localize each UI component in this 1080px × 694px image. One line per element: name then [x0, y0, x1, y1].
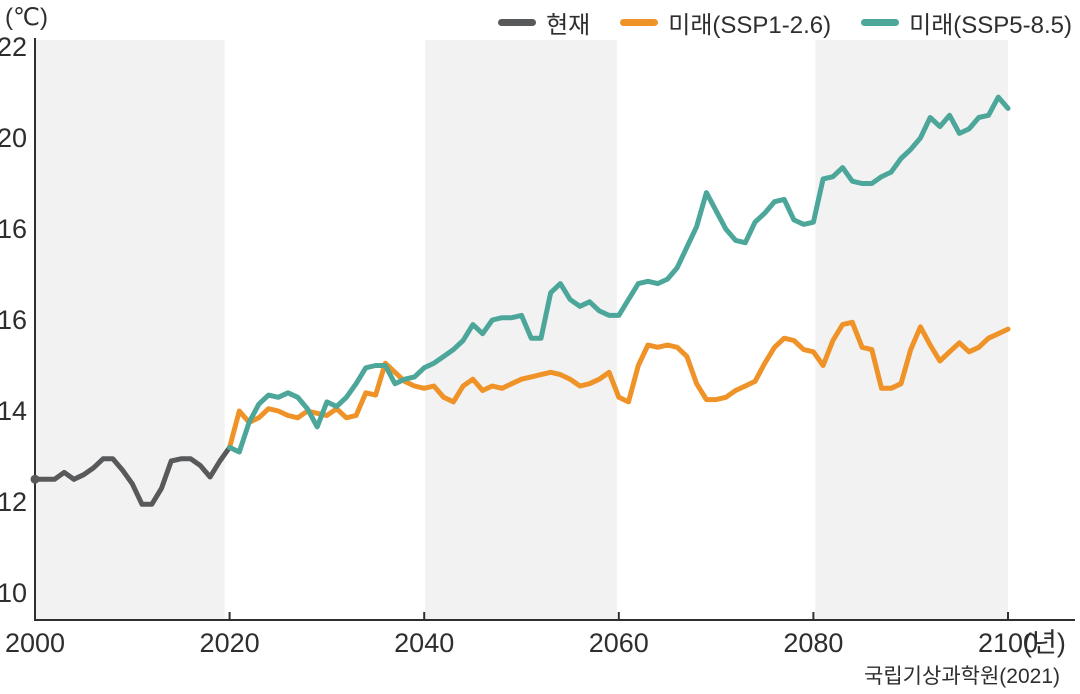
x-tick-label: 2080 [783, 628, 843, 658]
y-tick-label: 22 [0, 32, 27, 62]
x-tick-label: 2040 [394, 628, 454, 658]
legend-swatch-ssp1 [620, 19, 659, 26]
y-tick-label: 10 [0, 578, 27, 608]
y-tick-label: 16 [0, 214, 27, 244]
series-line-current [32, 444, 233, 507]
legend-swatch-ssp5 [861, 19, 900, 26]
series-start-dot [30, 474, 40, 484]
y-axis-unit-label: (℃) [5, 4, 48, 31]
shaded-band [35, 40, 225, 620]
series-line-ssp5 [227, 94, 1011, 455]
legend: 현재 미래(SSP1-2.6) 미래(SSP5-8.5) [498, 5, 1072, 40]
series-line-ssp1 [227, 319, 1011, 450]
y-tick-label: 20 [0, 123, 27, 153]
legend-label-ssp1: 미래(SSP1-2.6) [668, 12, 832, 39]
x-tick-label: 2000 [5, 628, 65, 658]
x-tick-label: 2060 [589, 628, 649, 658]
x-tick-label: 2100 [978, 628, 1038, 658]
legend-swatch-current [498, 19, 537, 26]
legend-item-current: 현재 [498, 5, 590, 40]
shaded-band [815, 40, 1008, 620]
shaded-band [425, 40, 617, 620]
legend-item-ssp1: 미래(SSP1-2.6) [620, 5, 831, 40]
y-tick-label: 12 [0, 487, 27, 517]
x-tick-label: 2020 [200, 628, 260, 658]
legend-label-ssp5: 미래(SSP5-8.5) [909, 12, 1072, 39]
legend-item-ssp5: 미래(SSP5-8.5) [861, 5, 1072, 40]
y-tick-label: 14 [0, 396, 27, 426]
x-axis-unit-label: (년) [1023, 628, 1066, 658]
y-tick-label: 16 [0, 305, 27, 335]
legend-label-current: 현재 [546, 12, 591, 39]
chart-source: 국립기상과학원(2021) [864, 665, 1060, 688]
